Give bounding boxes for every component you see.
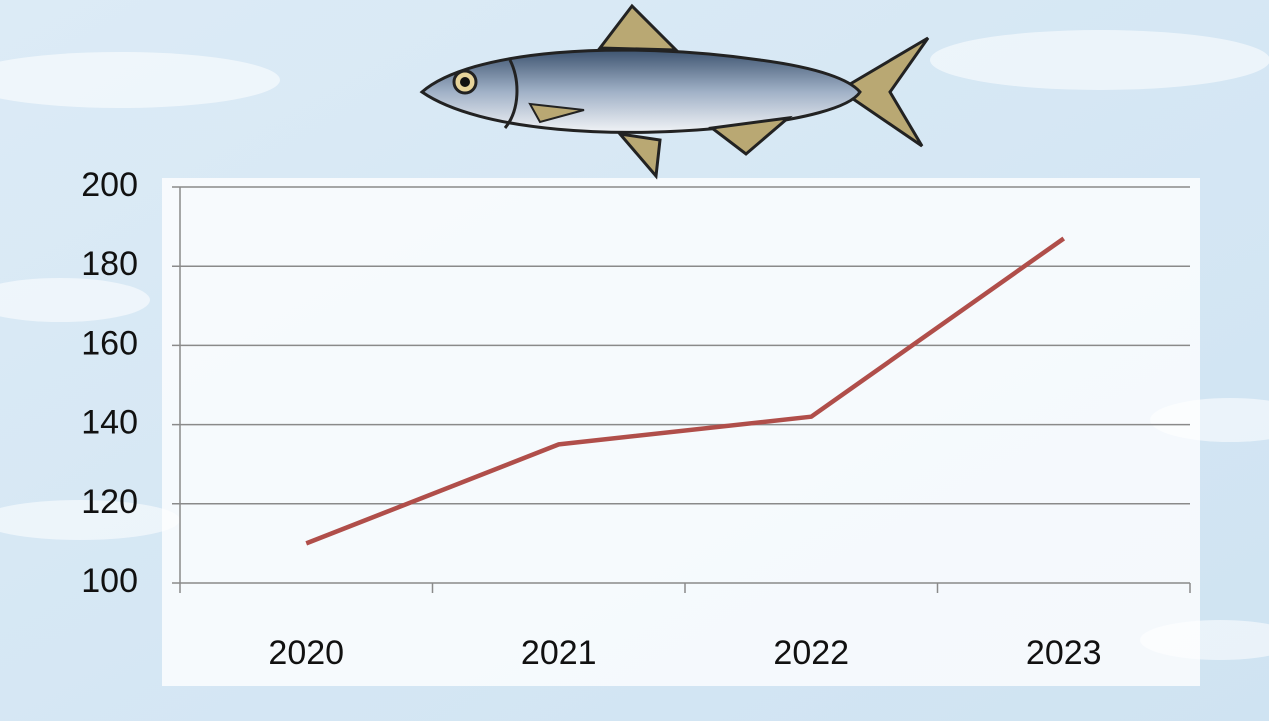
x-tick-label: 2020 xyxy=(268,634,344,672)
plot: 100 120 140 160 180 200 2020 2021 2022 2023 xyxy=(81,166,1191,672)
x-tick-label: 2021 xyxy=(521,634,597,672)
x-tick-label: 2022 xyxy=(773,634,849,672)
y-tick-label: 180 xyxy=(81,245,138,283)
y-tick-label: 120 xyxy=(81,483,138,521)
y-tick-label: 160 xyxy=(81,324,138,362)
y-tick-label: 100 xyxy=(81,562,138,600)
y-tick-label: 140 xyxy=(81,404,138,442)
data-line xyxy=(305,236,1066,546)
fish-illustration xyxy=(419,3,930,180)
y-tick-label: 200 xyxy=(81,166,138,204)
x-tick-label: 2023 xyxy=(1026,634,1102,672)
